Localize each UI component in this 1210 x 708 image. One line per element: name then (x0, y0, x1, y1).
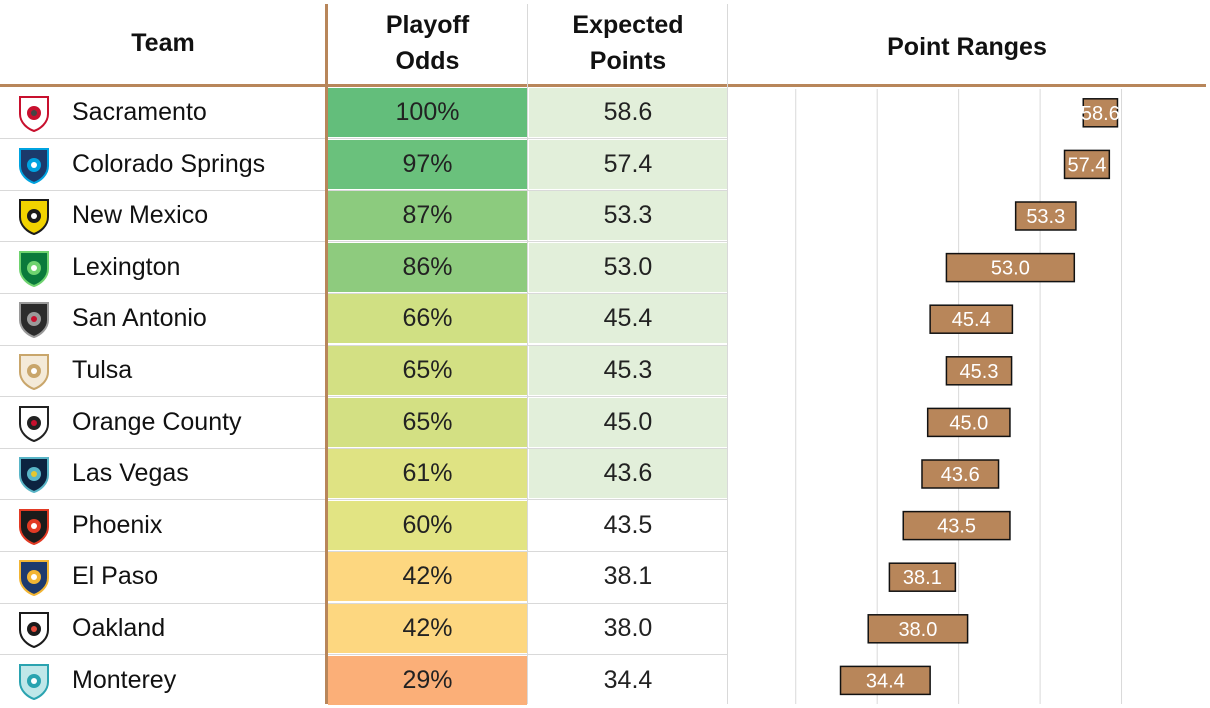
header-odds-line1: Playoff (385, 11, 470, 39)
row-divider (0, 189, 728, 191)
row-divider (0, 138, 728, 140)
header-team: Team (0, 0, 326, 86)
header-expected-points: Expected Points (529, 0, 727, 86)
expected-points-cell: 45.0 (529, 397, 727, 447)
playoff-odds-cell: 65% (328, 346, 527, 395)
row-divider (0, 344, 728, 346)
expected-points-cell: 58.6 (529, 88, 727, 137)
row-divider (0, 499, 728, 501)
header-odds-line2: Odds (395, 47, 460, 75)
expected-points-cell: 53.3 (529, 191, 727, 241)
row-divider (0, 654, 728, 656)
phoenix-rising-icon (16, 507, 52, 545)
playoff-odds-cell: 87% (328, 191, 527, 241)
team-name: Las Vegas (72, 459, 189, 488)
playoff-odds-cell: 65% (328, 397, 527, 447)
header-point-ranges: Point Ranges (728, 4, 1206, 90)
playoff-odds-cell: 97% (328, 139, 527, 189)
monterey-bay-fc-icon (16, 662, 52, 700)
table-row: New Mexico 87% 53.3 (0, 190, 1210, 241)
header-divider (0, 84, 1206, 87)
expected-points-cell: 45.4 (529, 294, 727, 344)
expected-points-cell: 53.0 (529, 242, 727, 292)
column-divider-odds (527, 4, 528, 704)
fc-tulsa-icon (16, 352, 52, 391)
header-points-line2: Points (589, 47, 667, 75)
las-vegas-lights-icon (16, 455, 52, 494)
expected-points-cell: 43.5 (603, 510, 653, 539)
expected-points-cell: 38.1 (603, 562, 653, 591)
el-paso-locomotive-icon (16, 558, 52, 597)
table-row: Oakland 42% 38.0 (0, 603, 1210, 654)
column-divider-points (727, 4, 728, 704)
team-name: Oakland (72, 614, 166, 642)
table-row: San Antonio 66% 45.4 (0, 293, 1210, 344)
row-divider (0, 292, 728, 294)
team-name: Monterey (72, 665, 177, 694)
team-name: Sacramento (72, 98, 207, 126)
team-name: Orange County (72, 407, 242, 436)
table-row: Monterey 29% 34.4 (0, 655, 1210, 706)
playoff-odds-cell: 60% (328, 500, 527, 550)
colorado-springs-switchbacks-icon (16, 146, 52, 184)
team-name: Colorado Springs (72, 149, 266, 178)
playoff-odds-cell: 42% (328, 604, 527, 653)
playoff-odds-cell: 100% (328, 88, 527, 137)
table-row: Phoenix 60% 43.5 (0, 500, 1210, 551)
table-row: El Paso 42% 38.1 (0, 551, 1210, 602)
playoff-odds-cell: 66% (328, 294, 527, 344)
header-team-label: Team (131, 29, 195, 57)
row-divider (0, 447, 728, 449)
row-divider (0, 396, 728, 398)
playoff-odds-cell: 86% (328, 242, 527, 292)
oakland-roots-icon (16, 610, 52, 649)
table-row: Tulsa 65% 45.3 (0, 345, 1210, 396)
team-name: El Paso (72, 562, 159, 591)
table-row: Colorado Springs 97% 57.4 (0, 139, 1210, 190)
table-row: Lexington 86% 53.0 (0, 242, 1210, 293)
table-row: Orange County 65% 45.0 (0, 397, 1210, 448)
expected-points-cell: 43.6 (529, 449, 727, 499)
header-ranges-label: Point Ranges (887, 33, 1047, 61)
team-name: Lexington (72, 252, 181, 281)
lexington-sc-icon (16, 249, 52, 287)
expected-points-cell: 34.4 (603, 665, 653, 694)
sacramento-republic-icon (16, 94, 52, 133)
team-name: Phoenix (72, 510, 163, 539)
header-points-line1: Expected (572, 11, 684, 39)
table-row: Las Vegas 61% 43.6 (0, 448, 1210, 499)
team-name: New Mexico (72, 201, 209, 230)
header-playoff-odds: Playoff Odds (328, 0, 527, 86)
expected-points-cell: 45.3 (529, 346, 727, 395)
team-name: San Antonio (72, 304, 207, 333)
row-divider (0, 550, 728, 552)
row-divider (0, 241, 728, 243)
table-row: Sacramento 100% 58.6 (0, 87, 1210, 138)
orange-county-sc-icon (16, 404, 52, 442)
column-divider-team (325, 4, 328, 704)
new-mexico-united-icon (16, 197, 52, 236)
expected-points-cell: 57.4 (529, 139, 727, 189)
playoff-odds-cell: 29% (328, 655, 527, 705)
playoff-odds-cell: 42% (328, 552, 527, 602)
san-antonio-fc-icon (16, 300, 52, 339)
team-name: Tulsa (72, 356, 133, 384)
row-divider (0, 602, 728, 604)
expected-points-cell: 38.0 (603, 614, 653, 642)
playoff-odds-cell: 61% (328, 449, 527, 499)
